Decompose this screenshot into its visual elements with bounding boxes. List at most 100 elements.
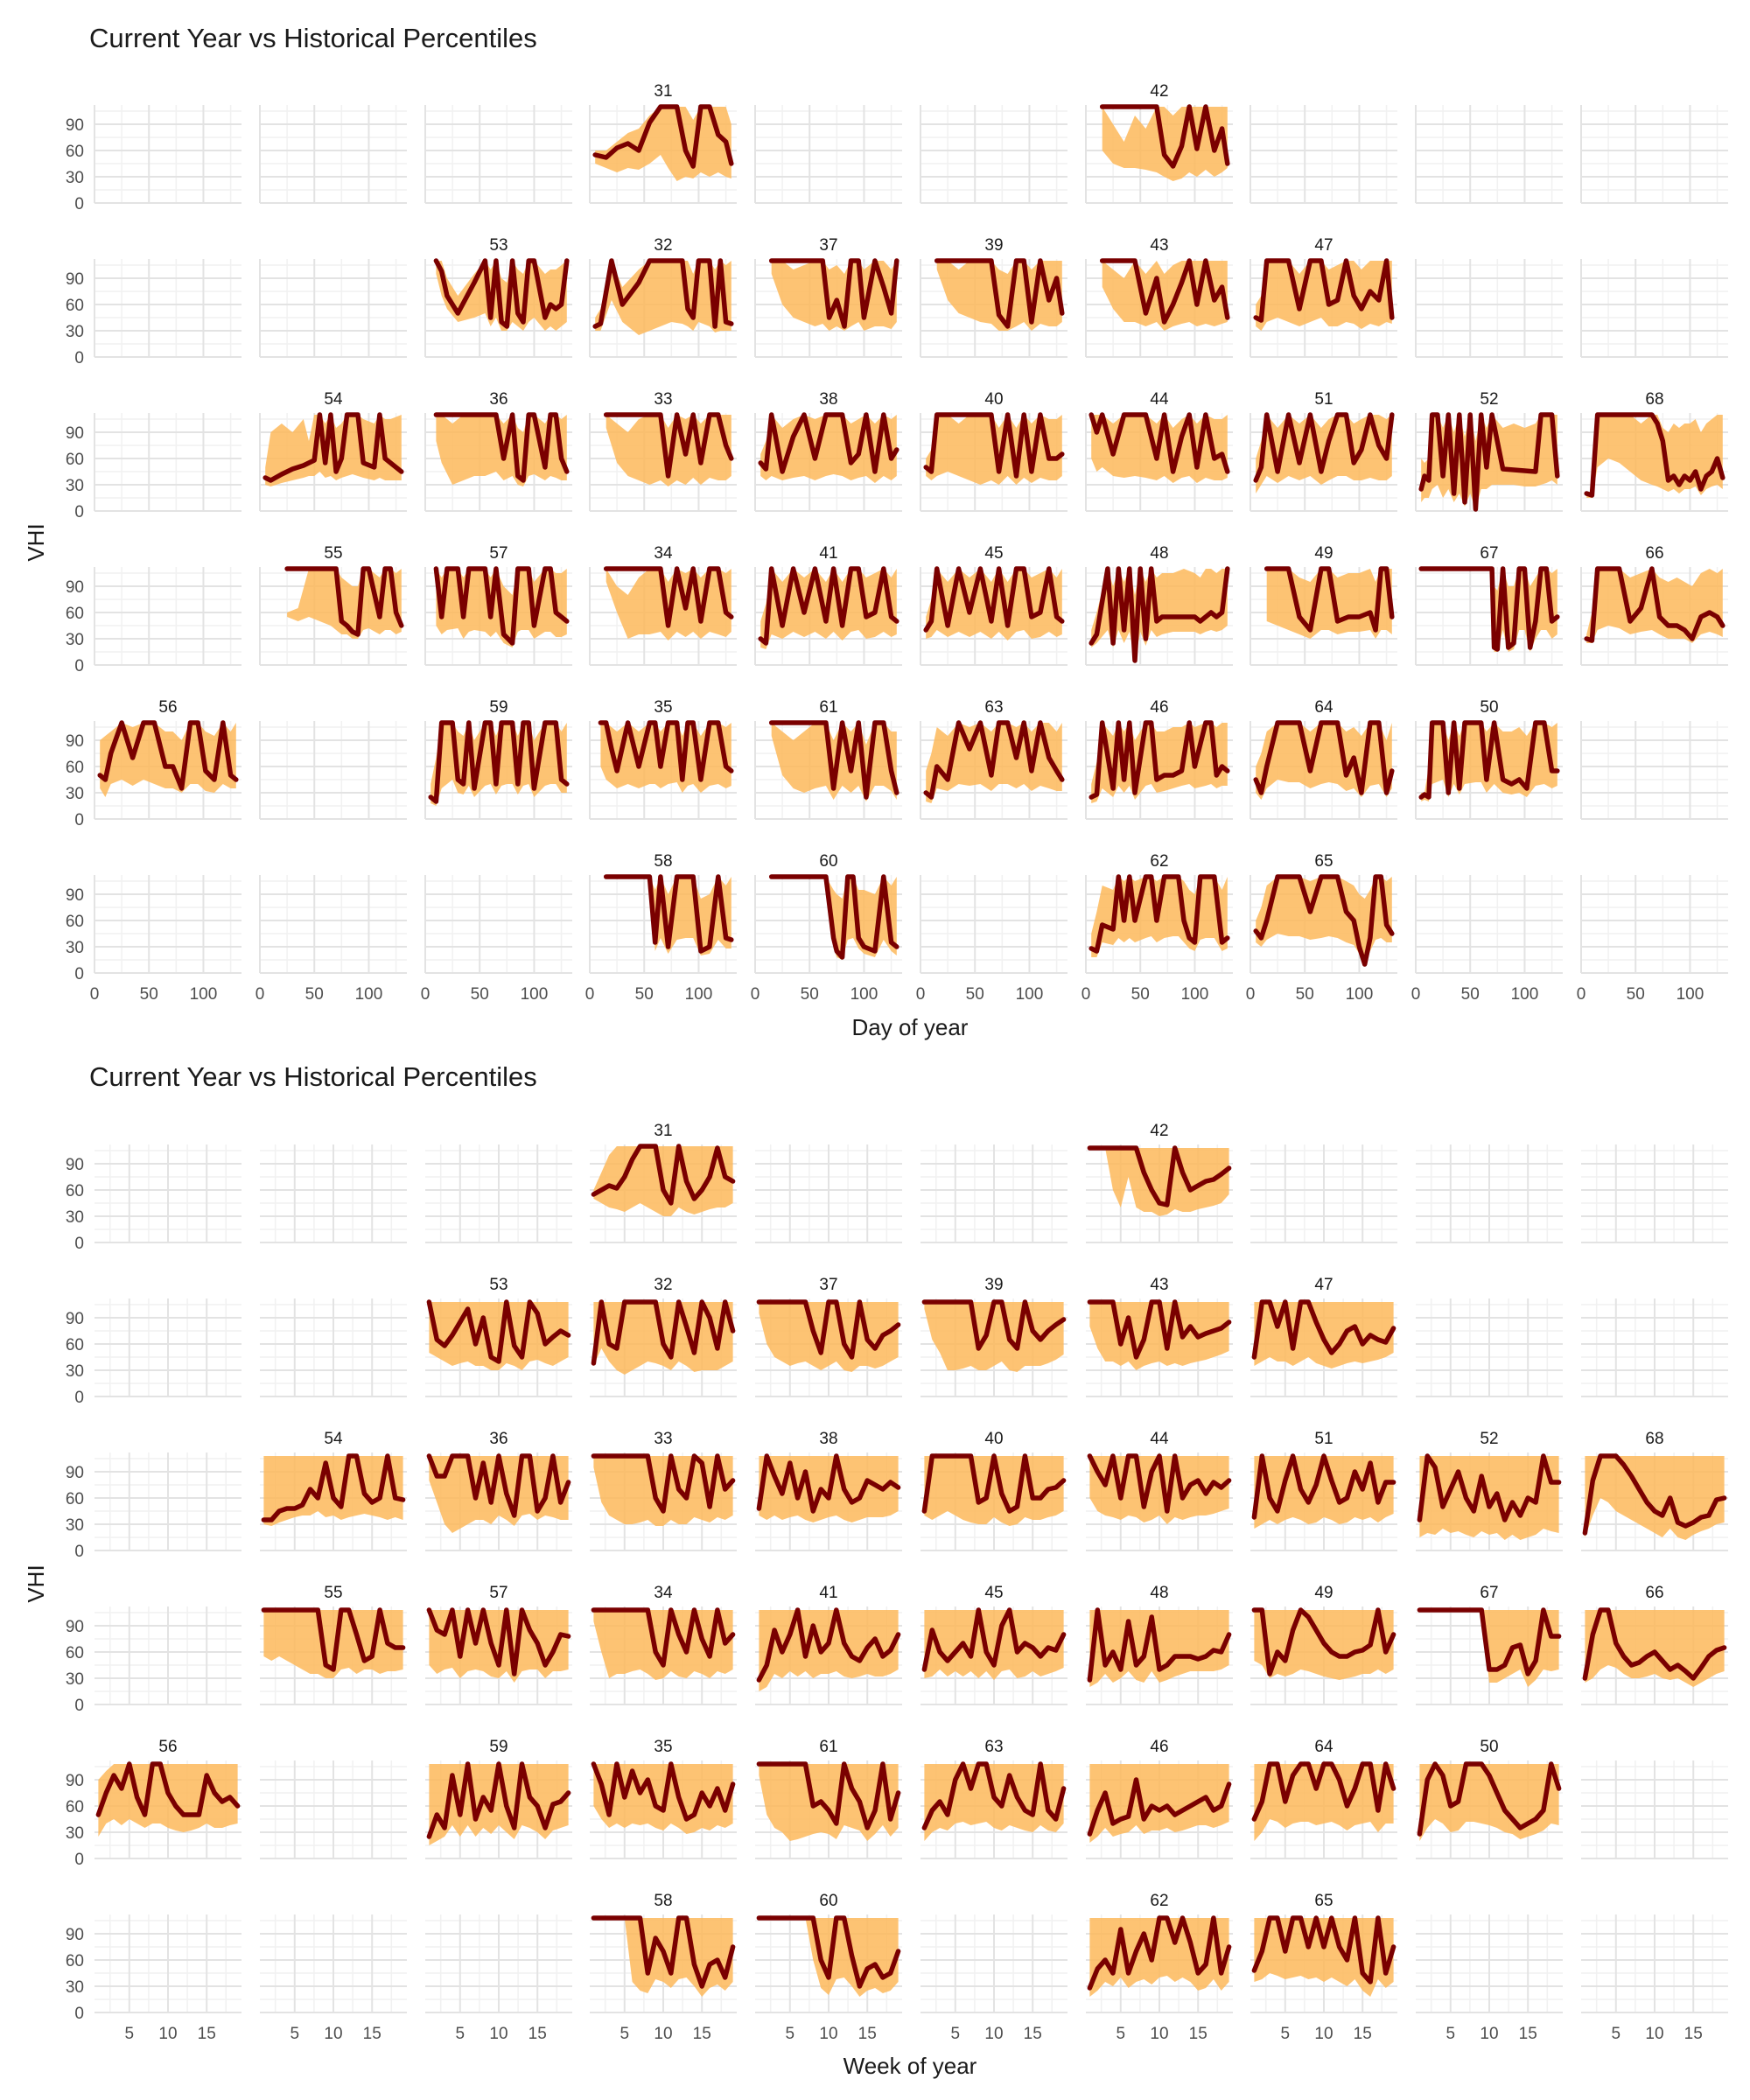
x-tick-label: 5 <box>620 2025 630 2043</box>
current-year-line <box>1582 1607 1727 1681</box>
facet-panel-31: 31 <box>589 82 737 204</box>
y-tick-label: 0 <box>74 1543 84 1561</box>
facet-panel-55: 55 <box>260 1584 407 1705</box>
facet-panel-empty <box>425 1914 572 2013</box>
facet-panel-52: 52 <box>1415 390 1563 512</box>
y-tick-label: 60 <box>66 451 84 469</box>
x-tick-label: 50 <box>1131 985 1150 1004</box>
current-year-line <box>921 1453 1067 1514</box>
facet-strip-label: 60 <box>819 1892 837 1910</box>
current-year-line <box>1582 1453 1727 1536</box>
facet-panel-51: 51 <box>1250 1430 1397 1551</box>
facet-strip-label: 51 <box>1314 390 1333 409</box>
percentile-band <box>593 1456 733 1526</box>
current-year-line <box>1087 1607 1232 1683</box>
x-tick-label: 10 <box>1645 2025 1663 2043</box>
facet-panel-49: 49 <box>1250 1584 1397 1705</box>
facet-panel-37: 37 <box>754 236 902 358</box>
facet-panel-49: 49 <box>1250 544 1397 666</box>
facet-strip-label: 47 <box>1314 1276 1333 1294</box>
facet-panel-46: 46 <box>1085 698 1233 820</box>
facet-strip-label: 32 <box>654 1276 672 1294</box>
facet-strip-label: 33 <box>654 390 672 409</box>
x-tick-label: 10 <box>1150 2025 1168 2043</box>
current-year-line <box>426 1761 571 1839</box>
current-year-line <box>1417 1453 1562 1522</box>
y-tick-label: 90 <box>66 578 84 597</box>
facet-strip-label: 62 <box>1150 1892 1168 1910</box>
facet-panel-35: 35 <box>590 1738 737 1859</box>
facet-panel-empty <box>425 1144 572 1243</box>
x-tick-label: 100 <box>1511 985 1539 1004</box>
facet-panel-61: 61 <box>755 1738 902 1859</box>
percentile-band <box>1091 723 1228 803</box>
facet-panel-54: 54 <box>259 390 407 512</box>
x-tick-label: 100 <box>190 985 218 1004</box>
facet-panel-empty <box>260 1914 407 2013</box>
percentile-band <box>606 569 732 640</box>
facet-panel-empty <box>1415 875 1563 974</box>
percentile-band <box>1256 261 1392 331</box>
x-tick-label: 5 <box>290 2025 300 2043</box>
x-tick-label: 15 <box>1024 2025 1042 2043</box>
current-year-line <box>921 1761 1067 1830</box>
facet-panel-66: 66 <box>1581 1584 1728 1705</box>
facet-strip-label: 35 <box>654 1738 672 1756</box>
x-tick-label: 15 <box>693 2025 711 2043</box>
facet-panel-39: 39 <box>920 236 1068 358</box>
facet-strip-label: 62 <box>1150 852 1168 871</box>
current-year-line <box>1088 874 1230 954</box>
x-tick-label: 5 <box>125 2025 135 2043</box>
facet-panel-empty <box>755 1144 902 1243</box>
facet-panel-43: 43 <box>1086 1276 1233 1397</box>
current-year-line <box>921 1607 1067 1672</box>
facet-panel-empty <box>260 1298 407 1397</box>
facet-panel-empty: 0 30 60 90 <box>66 1144 242 1253</box>
facet-panel-empty <box>920 105 1068 204</box>
facet-strip-label: 50 <box>1480 1738 1498 1756</box>
facet-strip-label: 54 <box>324 1430 343 1448</box>
facet-strip-label: 40 <box>984 1430 1003 1448</box>
y-tick-label: 30 <box>66 1978 84 1997</box>
facet-panel-56: 56 0 30 60 90 <box>66 698 242 830</box>
current-year-line <box>591 1607 736 1668</box>
current-year-line <box>428 720 570 804</box>
x-tick-label: 50 <box>305 985 324 1004</box>
facet-panel-64: 64 <box>1250 1738 1397 1859</box>
facet-panel-empty <box>1415 105 1563 204</box>
x-tick-label: 0 <box>421 985 430 1004</box>
current-year-line <box>1253 720 1395 795</box>
facet-strip-label: 38 <box>819 1430 837 1448</box>
facet-panel-66: 66 <box>1580 544 1728 666</box>
facet-strip-label: 60 <box>819 852 837 871</box>
x-tick-label: 50 <box>140 985 158 1004</box>
y-axis-title: VHI <box>23 1564 49 1602</box>
percentile-band <box>1089 1764 1229 1843</box>
facet-strip-label: 34 <box>654 1584 673 1602</box>
chart-title: Current Year vs Historical Percentiles <box>89 23 537 53</box>
y-tick-label: 90 <box>66 424 84 443</box>
facet-strip-label: 40 <box>984 390 1003 409</box>
facet-panel-38: 38 <box>754 390 902 512</box>
facet-panel-empty <box>1250 1144 1397 1243</box>
x-tick-label: 15 <box>1684 2025 1703 2043</box>
facet-panel-empty <box>1580 105 1728 204</box>
percentile-band <box>1102 261 1228 331</box>
facet-strip-label: 59 <box>489 698 508 717</box>
facet-panel-51: 51 <box>1250 390 1397 512</box>
x-tick-label: 100 <box>355 985 383 1004</box>
facet-panel-36: 36 <box>424 390 572 512</box>
current-year-line <box>756 1761 901 1830</box>
facet-panel-60: 60 <box>755 1892 902 2013</box>
current-year-line <box>921 1299 1067 1351</box>
current-year-line <box>1087 1777 1232 1837</box>
facet-panel-39: 39 <box>920 1276 1068 1397</box>
facet-strip-label: 51 <box>1314 1430 1333 1448</box>
facet-panel-62: 62 <box>1085 852 1233 974</box>
facet-strip-label: 46 <box>1150 1738 1168 1756</box>
facet-strip-label: 36 <box>489 1430 508 1448</box>
facet-strip-label: 47 <box>1314 236 1333 255</box>
current-year-line <box>1264 566 1395 633</box>
facet-panel-32: 32 <box>590 1276 737 1397</box>
current-year-line <box>1417 1761 1562 1837</box>
